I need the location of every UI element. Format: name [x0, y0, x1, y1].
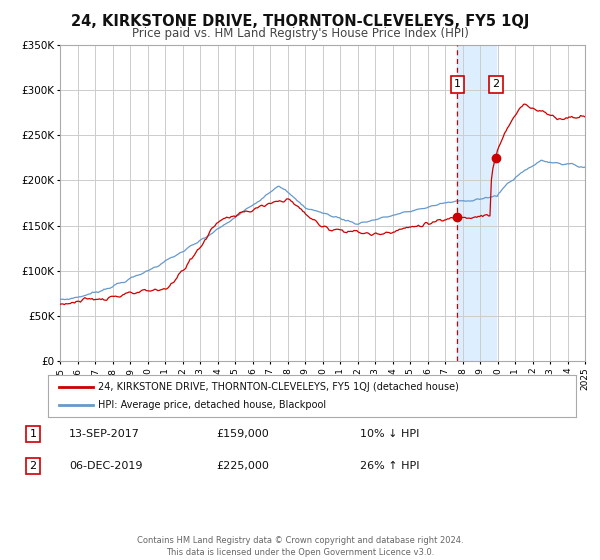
Text: 10% ↓ HPI: 10% ↓ HPI [360, 429, 419, 439]
Text: £225,000: £225,000 [216, 461, 269, 471]
Text: 1: 1 [29, 429, 37, 439]
Text: 24, KIRKSTONE DRIVE, THORNTON-CLEVELEYS, FY5 1QJ (detached house): 24, KIRKSTONE DRIVE, THORNTON-CLEVELEYS,… [98, 382, 459, 392]
Text: 06-DEC-2019: 06-DEC-2019 [69, 461, 143, 471]
Text: 24, KIRKSTONE DRIVE, THORNTON-CLEVELEYS, FY5 1QJ: 24, KIRKSTONE DRIVE, THORNTON-CLEVELEYS,… [71, 14, 529, 29]
Bar [457, 45, 496, 361]
Text: £159,000: £159,000 [216, 429, 269, 439]
Text: 2: 2 [29, 461, 37, 471]
Text: Price paid vs. HM Land Registry's House Price Index (HPI): Price paid vs. HM Land Registry's House … [131, 27, 469, 40]
Text: 26% ↑ HPI: 26% ↑ HPI [360, 461, 419, 471]
Text: 1: 1 [454, 80, 461, 90]
Text: HPI: Average price, detached house, Blackpool: HPI: Average price, detached house, Blac… [98, 400, 326, 410]
Text: 13-SEP-2017: 13-SEP-2017 [69, 429, 140, 439]
Text: 2: 2 [493, 80, 500, 90]
Text: Contains HM Land Registry data © Crown copyright and database right 2024.
This d: Contains HM Land Registry data © Crown c… [137, 536, 463, 557]
